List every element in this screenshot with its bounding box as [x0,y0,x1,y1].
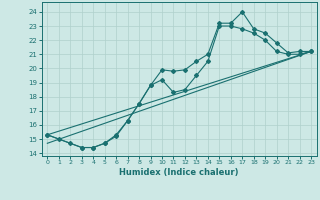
X-axis label: Humidex (Indice chaleur): Humidex (Indice chaleur) [119,168,239,177]
